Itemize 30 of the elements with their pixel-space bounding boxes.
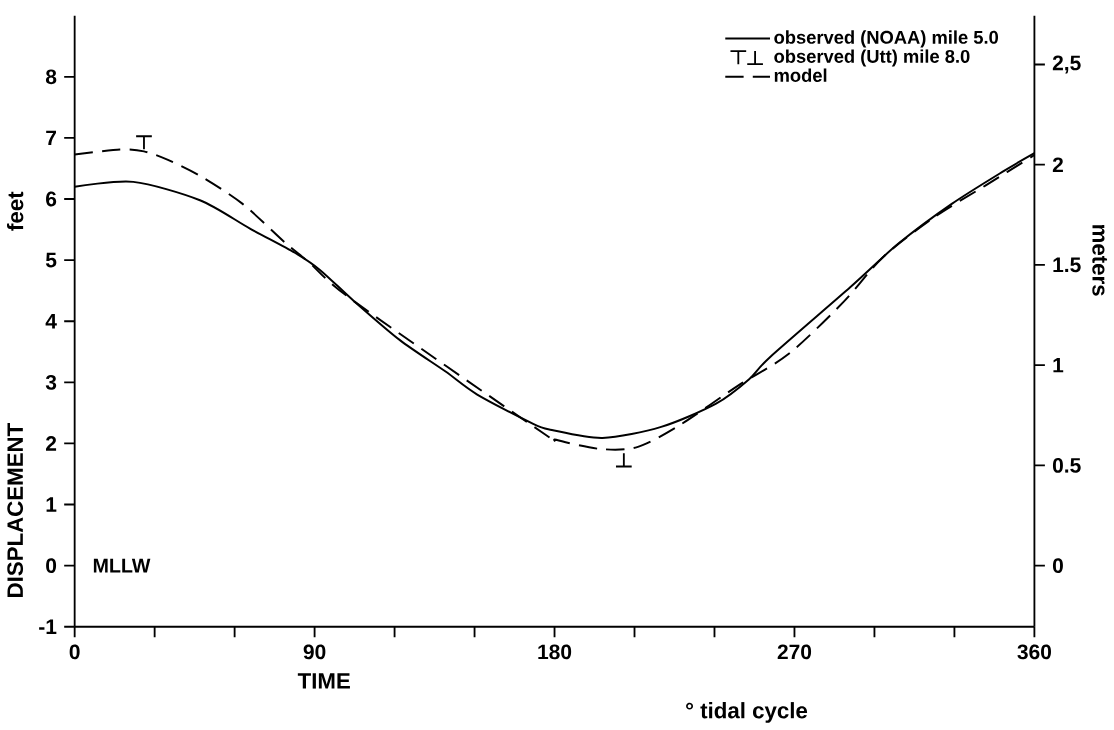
- y-tick-label: 2: [46, 436, 57, 451]
- y2-axis-title: meters: [1092, 225, 1108, 296]
- x-tick-label: 360: [1017, 644, 1051, 660]
- x-tick-label: 180: [538, 644, 572, 660]
- legend-label: model: [774, 68, 827, 83]
- y2-tick-label: 0: [1052, 558, 1063, 574]
- legend-label: observed (Utt) mile 8.0: [774, 49, 970, 67]
- annotation: MLLW: [93, 558, 151, 573]
- y-tick-label: -1: [39, 619, 57, 635]
- y-tick-label: 4: [45, 314, 57, 329]
- y2-tick-label: 2: [1052, 157, 1063, 173]
- x-axis-title: TIME: [297, 673, 350, 689]
- y-axis-title: DISPLACEMENT: [7, 423, 24, 598]
- y-tick-label: 6: [46, 191, 57, 207]
- y-tick-label: 1: [46, 497, 57, 512]
- x-tick-label: 90: [303, 644, 326, 660]
- text: feet: [6, 191, 24, 231]
- x-tick-label: 0: [69, 644, 80, 660]
- y-tick-label: 0: [46, 558, 57, 574]
- y2-tick-label: 0.5: [1052, 458, 1081, 473]
- y-tick-label: 7: [46, 130, 56, 146]
- y2-tick-label: 1: [1053, 358, 1064, 373]
- y2-tick-label: 1.5: [1053, 257, 1081, 273]
- legend-label: observed (NOAA) mile 5.0: [774, 30, 999, 48]
- y-tick-label: 8: [45, 69, 57, 85]
- x-tick-label: 270: [777, 644, 812, 660]
- text: ° tidal cycle: [686, 702, 808, 723]
- y2-tick-label: 2,5: [1052, 55, 1081, 74]
- y-tick-label: 3: [45, 374, 57, 390]
- y-tick-label: 5: [45, 252, 57, 268]
